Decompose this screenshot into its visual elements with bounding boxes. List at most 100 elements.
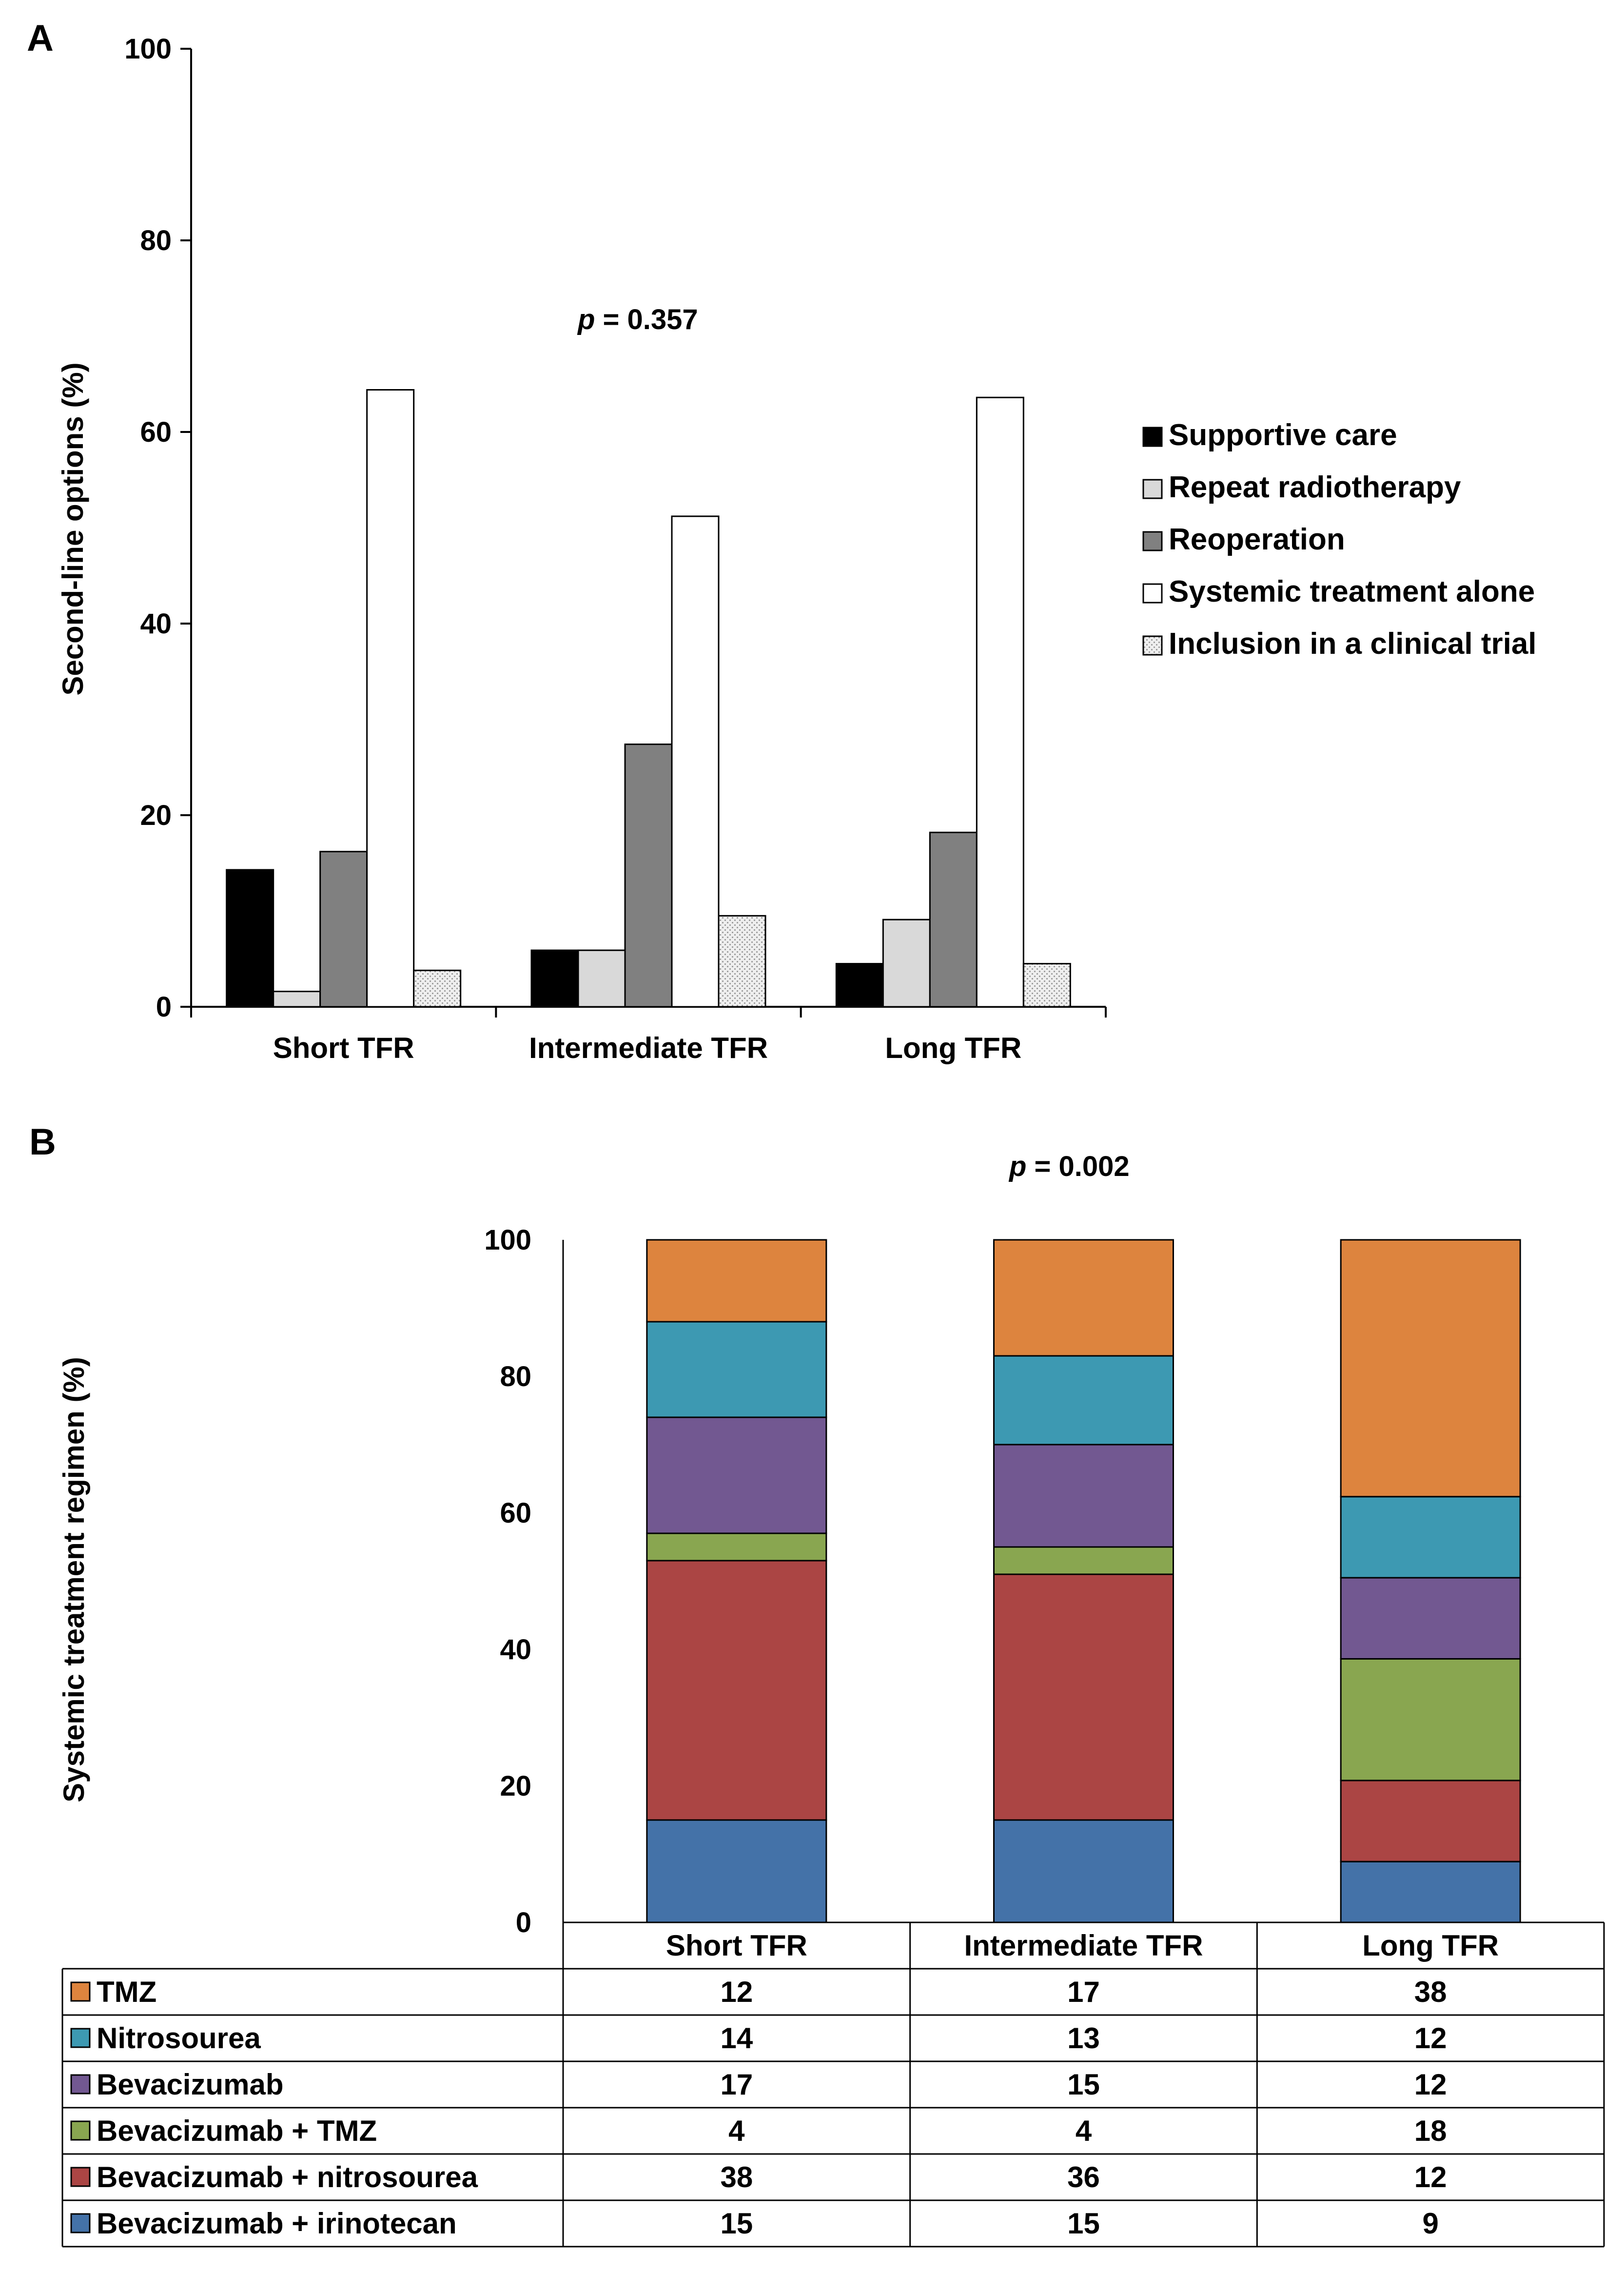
panel-a-y-tick-label: 20 <box>140 800 172 831</box>
panel-a-p-symbol: p <box>577 304 595 335</box>
panel-a-bar <box>882 919 931 1008</box>
panel-a-bar <box>835 963 884 1008</box>
panel-b-bar-segment <box>1340 1860 1521 1923</box>
panel-a-bar <box>624 744 673 1008</box>
table-row-label: Nitrosourea <box>97 2022 261 2055</box>
panel-b-bar-segment <box>993 1239 1174 1357</box>
table-legend-swatch <box>70 2120 91 2141</box>
panel-b-y-axis-label: Systemic treatment regimen (%) <box>58 1357 90 1802</box>
table-cell-value: 17 <box>1067 1976 1100 2008</box>
panel-a-axes: 0 20 40 60 80 100 Short TFR Intermediate TFR Lon… <box>124 33 1107 1064</box>
panel-a-label: A <box>27 18 54 59</box>
panel-a-legend-label: Reoperation <box>1169 523 1345 556</box>
table-row-label: Bevacizumab + TMZ <box>97 2114 377 2147</box>
panel-a-bar <box>530 949 579 1008</box>
panel-a-legend-swatch <box>1142 427 1163 447</box>
panel-b-bar-segment <box>646 1819 827 1923</box>
panel-b-axes: 0 20 40 60 80 100 <box>484 1224 564 1938</box>
panel-a-y-tick-label: 100 <box>124 33 172 65</box>
panel-b-bar-segment <box>1340 1658 1521 1782</box>
panel-a-x-tick-label: Long TFR <box>885 1032 1021 1064</box>
panel-b-bar-segment <box>993 1355 1174 1446</box>
panel-a-y-tick-label: 40 <box>140 608 172 640</box>
panel-a-y-tick-label: 0 <box>156 991 172 1023</box>
panel-a-bar <box>413 969 462 1008</box>
panel-b-bar-segment <box>1340 1577 1521 1660</box>
table-cell-value: 4 <box>728 2114 745 2147</box>
panel-b-y-tick-label: 100 <box>484 1224 531 1256</box>
panel-b-bar-segment <box>646 1321 827 1418</box>
panel-a-legend: Supportive care Repeat radiotherapy Reoper… <box>1142 418 1537 661</box>
panel-b-label: B <box>29 1121 56 1163</box>
table-cell-value: 9 <box>1422 2207 1438 2240</box>
panel-a-bar <box>671 515 720 1008</box>
panel-a-legend-swatch <box>1142 583 1163 604</box>
panel-b-bar-segment <box>1340 1496 1521 1579</box>
panel-a-p-value: p = 0.357 <box>577 304 698 335</box>
panel-a-legend-swatch <box>1142 531 1163 551</box>
panel-a-bars <box>226 389 1071 1008</box>
panel-a-bar <box>319 851 368 1008</box>
table-cell-value: 38 <box>720 2161 753 2193</box>
table-row-label: Bevacizumab + nitrosourea <box>97 2161 478 2193</box>
panel-a-bar <box>976 396 1024 1008</box>
table-cell-value: 15 <box>720 2207 753 2240</box>
panel-b-data-table: Short TFR Intermediate TFR Long TFR TMZ 12 17… <box>61 1921 1605 2248</box>
panel-b-bar-segment <box>993 1819 1174 1923</box>
panel-b-y-tick-label: 0 <box>516 1907 531 1938</box>
table-legend-swatch <box>70 2167 91 2187</box>
panel-b-bars <box>646 1239 1521 1923</box>
table-cell-value: 18 <box>1414 2114 1447 2147</box>
panel-a-legend-swatch <box>1142 479 1163 499</box>
table-cell-value: 12 <box>1414 2068 1447 2101</box>
panel-b-y-tick-label: 60 <box>500 1497 531 1529</box>
panel-a-legend-label: Supportive care <box>1169 418 1397 452</box>
panel-b-bar-segment <box>646 1532 827 1562</box>
table-cell-value: 12 <box>1414 2022 1447 2055</box>
table-cell-value: 17 <box>720 2068 753 2101</box>
panel-a-legend-label: Repeat radiotherapy <box>1169 470 1461 504</box>
panel-a-bar <box>929 831 978 1008</box>
table-column-header: Short TFR <box>666 1929 807 1962</box>
table-cell-value: 13 <box>1067 2022 1100 2055</box>
table-legend-swatch <box>70 2074 91 2095</box>
panel-a-y-axis-label: Second-line options (%) <box>57 362 89 695</box>
panel-a-legend-label: Inclusion in a clinical trial <box>1169 627 1537 661</box>
table-cell-value: 12 <box>720 1976 753 2008</box>
panel-a-bar <box>718 915 766 1008</box>
panel-a-y-tick-label: 60 <box>140 416 172 448</box>
panel-b: B p = 0.002 Systemic treatment regimen (… <box>29 1121 1605 2248</box>
table-row-label: Bevacizumab + irinotecan <box>97 2207 457 2240</box>
table-cell-value: 15 <box>1067 2068 1100 2101</box>
table-cell-value: 14 <box>720 2022 753 2055</box>
table-column-header: Long TFR <box>1362 1929 1499 1962</box>
panel-a-bar <box>1022 963 1071 1008</box>
panel-b-p-symbol: p <box>1008 1151 1026 1182</box>
panel-b-y-tick-label: 40 <box>500 1634 531 1665</box>
panel-b-bar-segment <box>993 1444 1174 1548</box>
panel-a-bar <box>366 389 415 1008</box>
table-row-label: Bevacizumab <box>97 2068 284 2101</box>
panel-b-bar-segment <box>993 1573 1174 1821</box>
panel-a-p-text: = 0.357 <box>595 304 698 335</box>
panel-a-legend-label: Systemic treatment alone <box>1169 575 1535 608</box>
table-cell-value: 4 <box>1076 2114 1092 2147</box>
table-cell-value: 38 <box>1414 1976 1447 2008</box>
panel-b-bar-segment <box>646 1560 827 1821</box>
table-column-header: Intermediate TFR <box>964 1929 1203 1962</box>
table-legend-swatch <box>70 2213 91 2233</box>
panel-b-bar-segment <box>1340 1780 1521 1862</box>
table-legend-swatch <box>70 1981 91 2002</box>
table-row-label: TMZ <box>97 1976 157 2008</box>
panel-b-p-text: = 0.002 <box>1026 1151 1129 1182</box>
table-cell-value: 36 <box>1067 2161 1100 2193</box>
panel-a-x-tick-label: Intermediate TFR <box>529 1032 768 1064</box>
table-cell-value: 12 <box>1414 2161 1447 2193</box>
panel-b-y-tick-label: 80 <box>500 1361 531 1392</box>
panel-a-x-tick-label: Short TFR <box>273 1032 414 1064</box>
panel-a-bar <box>273 991 321 1008</box>
table-legend-swatch <box>70 2028 91 2048</box>
panel-a-y-tick-label: 80 <box>140 225 172 256</box>
panel-a-legend-swatch <box>1142 635 1163 656</box>
